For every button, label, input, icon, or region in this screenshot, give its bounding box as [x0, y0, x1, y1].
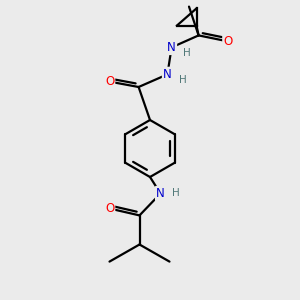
Text: N: N — [167, 41, 176, 54]
Text: O: O — [224, 35, 232, 48]
Text: O: O — [105, 202, 114, 215]
Text: H: H — [183, 48, 191, 58]
Text: N: N — [156, 187, 165, 200]
Text: H: H — [179, 75, 187, 85]
Text: O: O — [105, 75, 114, 88]
Text: H: H — [172, 188, 180, 198]
Text: N: N — [163, 68, 172, 81]
